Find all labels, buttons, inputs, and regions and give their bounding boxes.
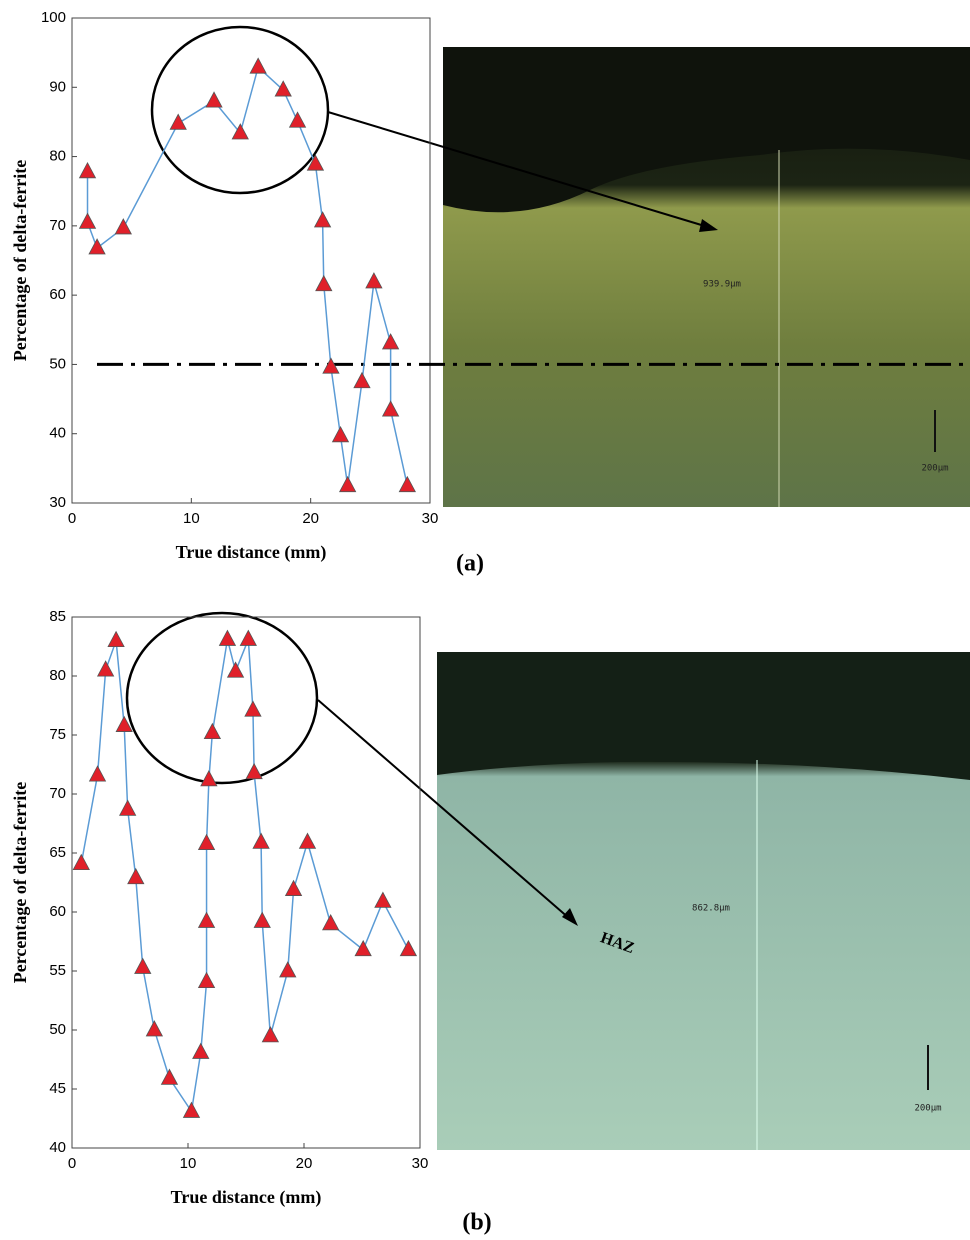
marker	[315, 274, 333, 292]
marker	[200, 769, 218, 787]
marker	[353, 371, 371, 389]
scale-label: 200µm	[921, 464, 948, 474]
marker	[252, 832, 270, 849]
marker	[114, 218, 132, 235]
y-axis-label: Percentage of delta-ferrite	[10, 160, 30, 362]
data-line	[80, 639, 410, 1114]
y-tick-label: 75	[49, 726, 66, 743]
micrograph-b	[437, 652, 970, 1150]
x-tick-label: 10	[180, 1155, 197, 1172]
y-tick-label: 40	[49, 425, 66, 442]
marker	[338, 475, 357, 493]
marker	[231, 123, 249, 140]
marker	[205, 91, 223, 108]
y-tick-label: 90	[49, 78, 66, 95]
marker	[249, 57, 267, 74]
panel-label: (a)	[456, 551, 484, 577]
x-axis-label: True distance (mm)	[171, 1187, 322, 1208]
marker	[374, 891, 392, 908]
marker	[88, 765, 107, 782]
marker	[322, 357, 340, 374]
marker	[182, 1101, 201, 1118]
marker	[197, 833, 216, 850]
marker	[354, 939, 372, 957]
marker	[244, 700, 262, 717]
marker	[226, 661, 245, 678]
y-tick-label: 80	[49, 148, 66, 165]
marker	[169, 113, 187, 130]
marker	[298, 832, 317, 849]
marker	[313, 211, 332, 228]
measure-label: 862.8µm	[692, 904, 730, 914]
marker	[399, 939, 418, 957]
scale-label: 200µm	[914, 1104, 941, 1114]
y-tick-label: 70	[49, 785, 66, 802]
x-tick-label: 30	[422, 510, 439, 527]
marker	[331, 425, 350, 443]
marker	[398, 475, 416, 493]
marker	[261, 1026, 280, 1043]
marker	[203, 722, 222, 740]
y-tick-label: 60	[49, 286, 66, 303]
y-axis-label: Percentage of delta-ferrite	[10, 782, 30, 984]
y-tick-label: 45	[49, 1080, 66, 1097]
marker	[306, 154, 325, 171]
marker	[72, 853, 90, 871]
marker	[253, 911, 271, 928]
panel-label: (b)	[462, 1210, 491, 1236]
plot-frame	[71, 616, 421, 1149]
x-tick-label: 20	[302, 510, 319, 527]
marker	[192, 1042, 210, 1059]
y-tick-label: 50	[49, 1021, 66, 1038]
marker	[197, 971, 216, 989]
y-tick-label: 40	[49, 1139, 66, 1156]
y-tick-label: 70	[49, 217, 66, 234]
marker	[239, 629, 257, 646]
marker	[88, 238, 106, 255]
data-line	[86, 65, 409, 486]
marker	[381, 400, 400, 417]
marker	[279, 961, 297, 978]
marker	[134, 957, 152, 974]
marker	[160, 1068, 179, 1085]
marker	[218, 629, 237, 646]
marker	[288, 111, 307, 128]
x-tick-label: 30	[412, 1155, 429, 1172]
marker	[381, 333, 400, 350]
x-tick-label: 10	[183, 510, 200, 527]
x-tick-label: 20	[296, 1155, 313, 1172]
y-tick-label: 55	[49, 962, 66, 979]
marker	[365, 272, 383, 289]
micrograph-a	[443, 47, 970, 507]
marker	[145, 1020, 164, 1037]
marker	[96, 660, 115, 677]
marker	[284, 879, 303, 896]
marker	[274, 80, 292, 97]
x-tick-label: 0	[68, 1155, 76, 1172]
marker	[119, 799, 137, 816]
y-tick-label: 65	[49, 844, 66, 861]
marker	[322, 913, 340, 931]
y-tick-label: 80	[49, 667, 66, 684]
y-tick-label: 100	[41, 9, 66, 26]
y-tick-label: 50	[49, 355, 66, 372]
x-tick-label: 0	[68, 510, 76, 527]
marker	[78, 161, 97, 179]
marker	[197, 911, 216, 928]
marker	[245, 762, 263, 780]
measure-label: 939.9µm	[703, 280, 741, 290]
x-axis-label: True distance (mm)	[176, 542, 327, 563]
callout-b	[125, 611, 578, 926]
y-tick-label: 30	[49, 494, 66, 511]
marker	[115, 715, 133, 732]
marker	[107, 630, 125, 647]
marker	[127, 867, 145, 885]
marker	[78, 212, 97, 229]
plot-frame	[71, 17, 431, 504]
callout-a	[150, 25, 718, 232]
y-tick-label: 60	[49, 903, 66, 920]
y-tick-label: 85	[49, 608, 66, 625]
